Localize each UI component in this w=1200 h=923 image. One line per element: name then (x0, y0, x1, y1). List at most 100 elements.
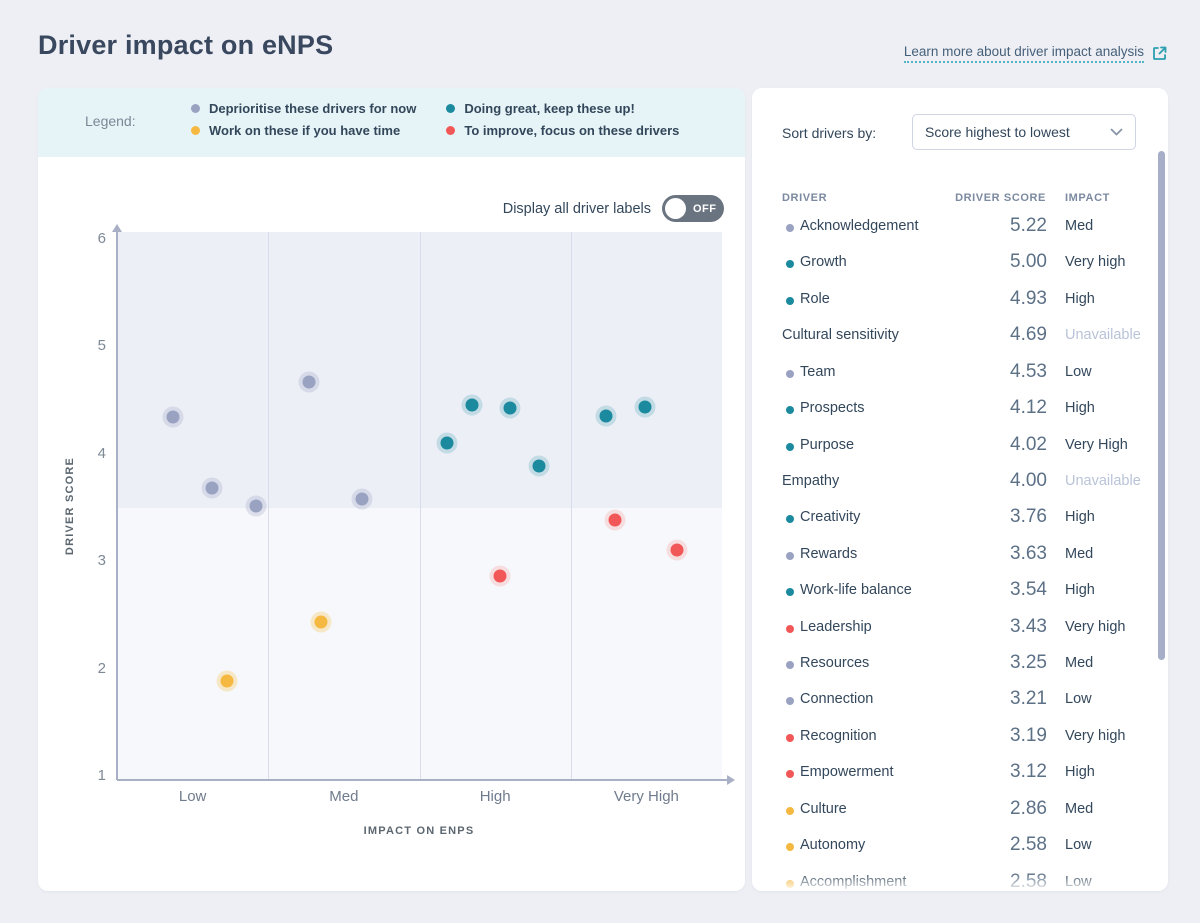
yellow-dot-icon (191, 126, 200, 135)
driver-score: 5.00 (1010, 251, 1047, 273)
table-row[interactable]: Prospects 4.12 High (782, 397, 1138, 429)
sort-dropdown[interactable]: Score highest to lowest (912, 114, 1136, 150)
driver-name: Autonomy (800, 837, 866, 854)
x-tick-label: Very High (613, 788, 679, 805)
table-row[interactable]: Culture 2.86 Med (782, 798, 1138, 830)
table-row[interactable]: Accomplishment 2.58 Low (782, 871, 1138, 891)
sort-drivers-label: Sort drivers by: (782, 125, 877, 141)
table-row[interactable]: Empowerment 3.12 High (782, 761, 1138, 793)
driver-impact: Unavailable (1065, 472, 1141, 489)
chart-point[interactable] (314, 615, 328, 629)
gray-dot-icon (786, 697, 794, 706)
gray-dot-icon (786, 661, 794, 670)
column-header-driver: DRIVER (782, 192, 828, 204)
legend-item-label: Deprioritise these drivers for now (209, 101, 417, 116)
driver-impact: Low (1065, 873, 1092, 890)
legend-label: Legend: (85, 113, 136, 129)
table-row[interactable]: Creativity 3.76 High (782, 506, 1138, 538)
vertical-scrollbar[interactable] (1158, 151, 1165, 660)
toggle-state-label: OFF (693, 202, 717, 215)
chart-point[interactable] (440, 436, 454, 450)
chart-point[interactable] (302, 375, 316, 389)
driver-score: 4.53 (1010, 360, 1047, 382)
y-tick-label: 1 (97, 767, 106, 784)
legend-item: Doing great, keep these up! (446, 101, 679, 116)
x-axis-label: IMPACT ON ENPS (363, 825, 475, 837)
driver-name: Leadership (800, 618, 872, 635)
driver-name: Growth (800, 254, 847, 271)
driver-impact: Very High (1065, 436, 1128, 453)
chart-point[interactable] (638, 400, 652, 414)
gray-dot-icon (191, 104, 200, 113)
table-row[interactable]: Work-life balance 3.54 High (782, 579, 1138, 611)
driver-impact: Low (1065, 837, 1092, 854)
chart-point[interactable] (355, 492, 369, 506)
page-title: Driver impact on eNPS (38, 30, 334, 60)
y-axis-arrow-icon (112, 224, 122, 232)
chart-point[interactable] (493, 569, 507, 583)
chart-point[interactable] (532, 459, 546, 473)
chart-point[interactable] (670, 543, 684, 557)
driver-score: 4.69 (1010, 324, 1047, 346)
teal-dot-icon (786, 296, 794, 305)
table-row[interactable]: Role 4.93 High (782, 287, 1138, 320)
table-row[interactable]: Autonomy 2.58 Low (782, 834, 1138, 866)
legend-item-label: Doing great, keep these up! (464, 101, 635, 116)
drivers-panel: Sort drivers by: Score highest to lowest… (752, 88, 1168, 891)
learn-more-label: Learn more about driver impact analysis (903, 44, 1144, 63)
y-tick-label: 2 (97, 659, 106, 677)
chart-point[interactable] (166, 410, 180, 424)
chart-point[interactable] (503, 401, 517, 415)
driver-score: 4.93 (1010, 287, 1047, 309)
table-row[interactable]: Connection 3.21 Low (782, 688, 1138, 720)
driver-impact: Med (1065, 545, 1094, 562)
driver-labels-toggle[interactable]: OFF (662, 195, 724, 222)
chart-card: Legend: Deprioritise these drivers for n… (38, 88, 745, 891)
table-row[interactable]: Growth 5.00 Very high (782, 251, 1138, 283)
driver-score: 3.76 (1010, 506, 1047, 528)
learn-more-link[interactable]: Learn more about driver impact analysis (903, 44, 1168, 63)
table-row[interactable]: Recognition 3.19 Very high (782, 725, 1138, 757)
table-row[interactable]: Cultural sensitivity 4.69 Unavailable (782, 324, 1141, 356)
table-row[interactable]: Acknowledgement 5.22 Med (782, 215, 1138, 247)
table-row[interactable]: Empathy 4.00 Unavailable (782, 470, 1141, 502)
driver-labels-toggle-label: Display all driver labels (502, 200, 651, 217)
red-dot-icon (786, 624, 794, 633)
y-tick-label: 4 (97, 444, 106, 462)
driver-name: Acknowledgement (800, 218, 919, 234)
driver-impact: Med (1065, 218, 1094, 234)
teal-dot-icon (786, 442, 794, 451)
driver-name: Prospects (800, 400, 865, 417)
driver-score: 3.25 (1010, 652, 1047, 674)
driver-name: Empathy (782, 472, 840, 489)
teal-dot-icon (786, 515, 794, 524)
driver-name: Culture (800, 800, 847, 817)
driver-score: 2.58 (1010, 834, 1047, 856)
chart-point[interactable] (608, 513, 622, 527)
driver-score: 3.12 (1010, 761, 1047, 783)
chart-point[interactable] (220, 674, 234, 688)
chart-point[interactable] (205, 481, 219, 495)
y-tick-label: 3 (97, 552, 106, 570)
driver-impact: Very high (1065, 618, 1126, 635)
red-dot-icon (446, 126, 456, 135)
driver-name: Empowerment (800, 764, 894, 781)
chevron-down-icon (1110, 128, 1123, 136)
quadrant-divider-line (570, 232, 572, 780)
chart-point[interactable] (599, 409, 613, 423)
table-row[interactable]: Purpose 4.02 Very High (782, 434, 1138, 466)
toggle-knob (665, 198, 686, 219)
y-axis-label: DRIVER SCORE (64, 456, 76, 556)
table-row[interactable]: Rewards 3.63 Med (782, 543, 1138, 575)
table-row[interactable]: Leadership 3.43 Very high (782, 616, 1138, 648)
gray-dot-icon (786, 369, 794, 378)
red-dot-icon (786, 733, 794, 742)
chart-point[interactable] (465, 398, 479, 412)
driver-score: 5.22 (1010, 215, 1047, 236)
driver-impact: Low (1065, 691, 1092, 708)
table-row[interactable]: Team 4.53 Low (782, 360, 1138, 393)
chart-point[interactable] (249, 499, 263, 513)
table-row[interactable]: Resources 3.25 Med (782, 652, 1138, 684)
teal-dot-icon (786, 406, 794, 415)
teal-dot-icon (786, 260, 794, 269)
